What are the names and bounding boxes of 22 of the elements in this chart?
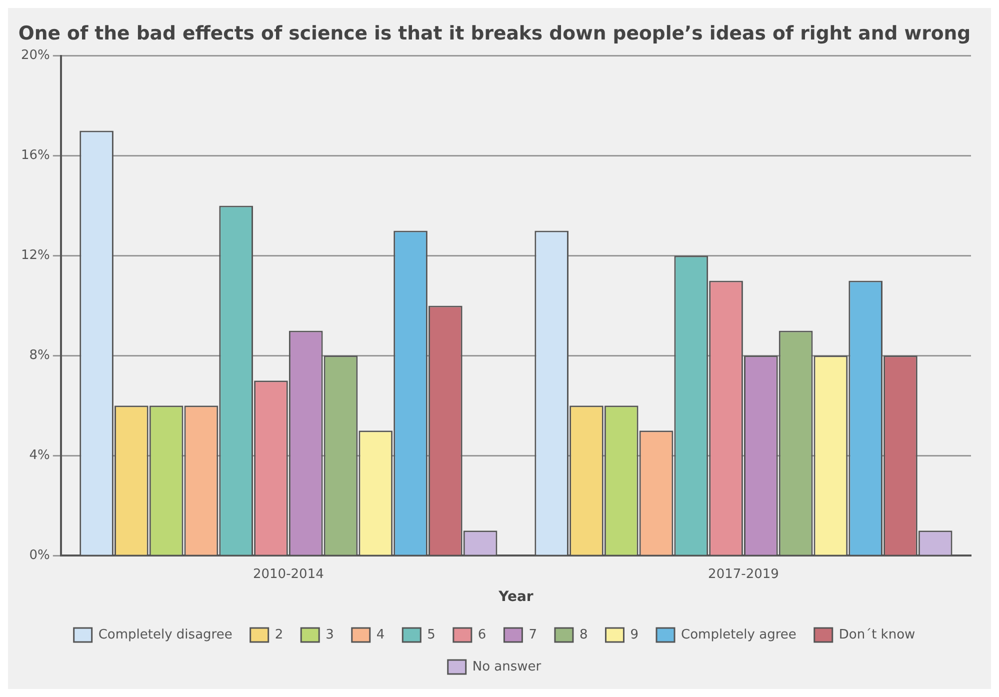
legend-label: 6 xyxy=(478,627,486,642)
legend-label: No answer xyxy=(472,659,542,674)
legend-label: Don´t know xyxy=(838,627,916,642)
x-tick-label: 2017-2019 xyxy=(708,566,779,582)
y-tick-label: 4% xyxy=(29,448,50,464)
legend-label: 5 xyxy=(427,627,436,642)
x-axis-title: Year xyxy=(498,589,534,606)
legend-label: 8 xyxy=(579,627,588,642)
legend-label: Completely agree xyxy=(681,627,796,642)
legend-label: 2 xyxy=(274,627,284,642)
legend-label: Completely disagree xyxy=(98,627,232,642)
chart-title: One of the bad effects of science is that it breaks down people’s ideas of right and wrong xyxy=(18,22,971,44)
y-tick-label: 20% xyxy=(20,48,50,64)
legend-label: 7 xyxy=(528,627,537,642)
legend-label: 9 xyxy=(630,627,639,642)
x-tick-label: 2010-2014 xyxy=(252,566,324,582)
legend-label: 4 xyxy=(376,627,385,642)
y-tick-label: 12% xyxy=(20,248,50,264)
y-tick-label: 0% xyxy=(29,548,50,563)
legend-label: 3 xyxy=(326,627,334,642)
y-tick-label: 8% xyxy=(29,348,50,364)
y-tick-label: 16% xyxy=(20,148,50,164)
